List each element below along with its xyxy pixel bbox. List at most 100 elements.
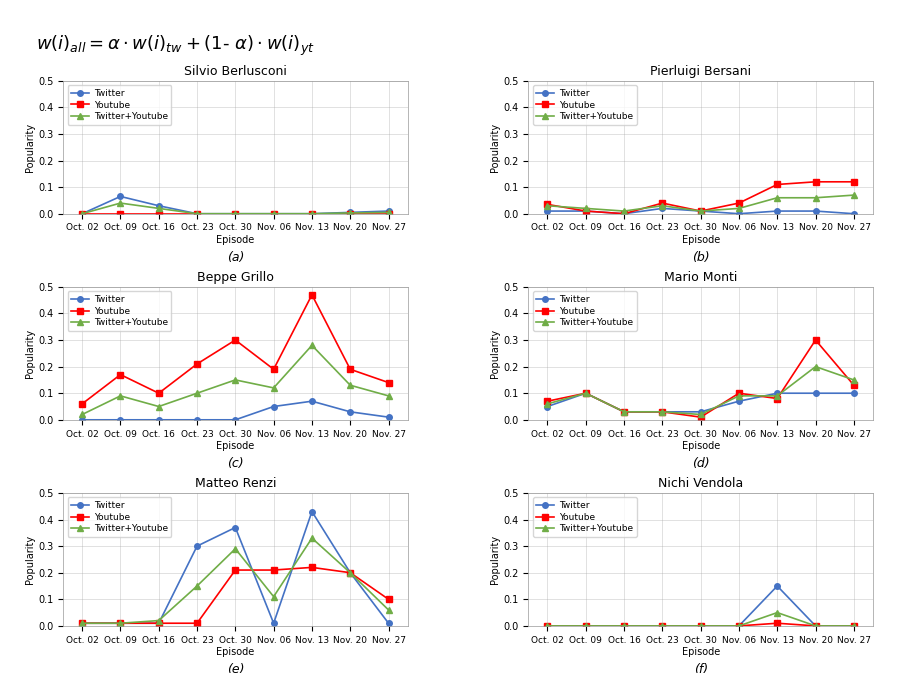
Line: Youtube: Youtube [544,179,857,217]
Youtube [696,622,706,630]
Twitter [580,207,591,215]
Youtube [115,619,126,627]
Y-axis label: Popularity: Popularity [491,122,500,172]
Youtube [230,210,240,218]
Legend: Twitter, Youtube, Twitter+Youtube: Twitter, Youtube, Twitter+Youtube [68,497,171,537]
Twitter [618,622,629,630]
Twitter+Youtube [230,210,240,218]
Line: Twitter: Twitter [544,583,857,629]
Youtube [76,210,87,218]
Line: Youtube: Youtube [79,211,391,217]
Twitter+Youtube [192,582,202,590]
Twitter+Youtube [153,402,164,411]
Text: (c): (c) [227,457,244,470]
Youtube [192,360,202,368]
Twitter [230,524,240,532]
Line: Youtube: Youtube [79,565,391,626]
Line: Twitter+Youtube: Twitter+Youtube [544,192,857,214]
Twitter [192,542,202,550]
Twitter+Youtube [76,619,87,627]
Title: Nichi Vendola: Nichi Vendola [658,477,743,491]
Line: Twitter+Youtube: Twitter+Youtube [544,364,857,417]
Youtube [115,371,126,379]
Y-axis label: Popularity: Popularity [25,535,35,584]
Twitter [810,389,821,397]
Youtube [580,389,591,397]
Twitter+Youtube [849,191,859,199]
Twitter+Youtube [580,622,591,630]
Youtube [76,400,87,408]
Youtube [849,381,859,389]
Youtube [192,619,202,627]
Twitter [307,507,318,516]
Twitter+Youtube [268,593,279,601]
Twitter+Youtube [268,210,279,218]
Line: Twitter: Twitter [79,194,391,217]
Twitter [153,619,164,627]
X-axis label: Episode: Episode [216,236,255,245]
Youtube [580,207,591,215]
Youtube [696,413,706,421]
Twitter+Youtube [618,622,629,630]
Twitter [734,622,744,630]
Twitter [268,402,279,411]
Twitter+Youtube [76,411,87,419]
Youtube [772,619,783,627]
Twitter+Youtube [542,622,553,630]
Youtube [307,291,318,299]
Youtube [734,622,744,630]
Twitter+Youtube [542,202,553,210]
Youtube [153,619,164,627]
Twitter [772,389,783,397]
Twitter [810,622,821,630]
Twitter [542,207,553,215]
Youtube [618,210,629,218]
Youtube [115,210,126,218]
Line: Twitter+Youtube: Twitter+Youtube [544,610,857,629]
X-axis label: Episode: Episode [681,441,720,452]
Legend: Twitter, Youtube, Twitter+Youtube: Twitter, Youtube, Twitter+Youtube [533,85,636,125]
Twitter [268,619,279,627]
Line: Twitter+Youtube: Twitter+Youtube [79,535,391,626]
Twitter+Youtube [810,622,821,630]
Twitter+Youtube [696,207,706,215]
Twitter+Youtube [734,205,744,213]
Line: Youtube: Youtube [544,337,857,420]
Line: Twitter+Youtube: Twitter+Youtube [79,343,391,417]
Youtube [657,622,668,630]
Twitter+Youtube [810,194,821,202]
Youtube [734,199,744,207]
Title: Matteo Renzi: Matteo Renzi [194,477,276,491]
Youtube [153,210,164,218]
Youtube [580,622,591,630]
Twitter+Youtube [657,202,668,210]
Twitter [76,619,87,627]
Twitter [307,210,318,218]
Line: Youtube: Youtube [79,292,391,406]
Youtube [542,397,553,405]
Line: Twitter: Twitter [544,390,857,415]
Twitter+Youtube [657,408,668,416]
Twitter [849,622,859,630]
Twitter+Youtube [383,606,394,614]
Y-axis label: Popularity: Popularity [491,329,500,378]
Twitter [307,397,318,405]
Twitter+Youtube [345,569,356,577]
Twitter+Youtube [810,363,821,371]
Youtube [345,210,356,218]
Twitter+Youtube [734,392,744,400]
Twitter+Youtube [734,622,744,630]
Y-axis label: Popularity: Popularity [491,535,500,584]
Twitter+Youtube [76,210,87,218]
Line: Twitter+Youtube: Twitter+Youtube [79,201,391,217]
Twitter [383,207,394,215]
Twitter+Youtube [383,392,394,400]
Twitter [345,408,356,416]
Twitter+Youtube [153,616,164,625]
Legend: Twitter, Youtube, Twitter+Youtube: Twitter, Youtube, Twitter+Youtube [68,85,171,125]
Twitter+Youtube [618,408,629,416]
Twitter [849,210,859,218]
Line: Youtube: Youtube [544,621,857,629]
X-axis label: Episode: Episode [681,647,720,658]
Youtube [268,566,279,574]
